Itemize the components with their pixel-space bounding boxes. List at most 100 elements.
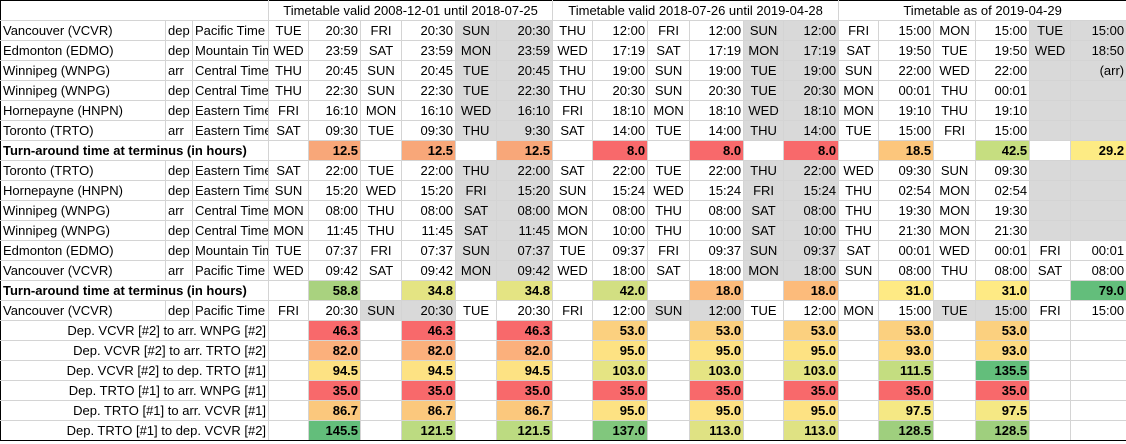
metric-label: Dep. TRTO [#1] to arr. WNPG [#1] [0, 380, 270, 401]
time-cell: 20:30 [496, 300, 554, 321]
time-cell: 07:37 [401, 240, 457, 261]
weekday-cell: SUN [647, 60, 691, 81]
weekday-cell: WED [743, 100, 785, 121]
hours-value: 121.5 [401, 420, 457, 441]
hours-value: 82.0 [401, 340, 457, 361]
time-cell: 09:30 [308, 120, 362, 141]
time-cell: 15:24 [592, 180, 649, 201]
period-header: Timetable valid 2018-07-26 until 2019-04… [552, 0, 840, 21]
blank-cell [455, 280, 498, 301]
blank-cell [552, 140, 594, 161]
weekday-cell: THU [838, 220, 880, 241]
time-cell: 22:30 [308, 80, 362, 101]
blank-cell [838, 280, 880, 301]
weekday-cell: SAT [268, 160, 310, 181]
time-cell: 20:30 [689, 80, 745, 101]
hours-value: 82.0 [308, 340, 362, 361]
blank-cell [1029, 140, 1072, 161]
weekday-cell: MON [933, 200, 977, 221]
hours-value: 8.0 [689, 140, 745, 161]
time-cell: 19:50 [878, 40, 935, 61]
weekday-cell: SUN [743, 20, 785, 41]
weekday-cell: MON [552, 200, 594, 221]
time-cell: 09:37 [592, 240, 649, 261]
hours-value: 12.5 [308, 140, 362, 161]
station-name: Vancouver (VCVR) [0, 260, 166, 281]
dep-arr: dep [165, 300, 193, 321]
blank-cell [1029, 380, 1072, 401]
blank-cell [933, 280, 977, 301]
weekday-cell: TUE [360, 160, 403, 181]
blank-cell [647, 280, 691, 301]
hours-value [1070, 400, 1126, 421]
turnaround-row: Turn-around time at terminus (in hours) 1… [0, 140, 1126, 161]
metric-label: Dep. VCVR [#2] to arr. TRTO [#2] [0, 340, 270, 361]
weekday-cell: THU [933, 260, 977, 281]
weekday-cell: SUN [455, 240, 498, 261]
station-name: Winnipeg (WNPG) [0, 220, 166, 241]
weekday-cell: SAT [455, 200, 498, 221]
blank-cell [455, 340, 498, 361]
weekday-cell: SAT [743, 220, 785, 241]
time-cell: 15:00 [975, 120, 1031, 141]
time-cell: 15:20 [308, 180, 362, 201]
blank-cell [552, 420, 594, 441]
time-cell: 12:00 [783, 300, 840, 321]
blank-cell [647, 420, 691, 441]
dep-arr: dep [165, 160, 193, 181]
hours-value: 113.0 [783, 420, 840, 441]
weekday-cell: FRI [455, 180, 498, 201]
blank-cell [360, 420, 403, 441]
weekday-cell: WED [1029, 40, 1072, 61]
header-row: Timetable valid 2008-12-01 until 2018-07… [0, 0, 1126, 21]
hours-value: 53.0 [689, 320, 745, 341]
weekday-cell: TUE [455, 80, 498, 101]
time-cell: 18:10 [783, 100, 840, 121]
time-cell: 16:10 [496, 100, 554, 121]
hours-value: 111.5 [878, 360, 935, 381]
weekday-cell: FRI [552, 300, 594, 321]
blank-cell [1029, 280, 1072, 301]
weekday-cell: THU [838, 200, 880, 221]
time-cell: 19:50 [975, 40, 1031, 61]
weekday-cell: MON [933, 20, 977, 41]
time-cell [1070, 220, 1126, 241]
hours-value: 86.7 [308, 400, 362, 421]
weekday-cell: MON [268, 220, 310, 241]
time-cell: 02:54 [975, 180, 1031, 201]
hours-value: 103.0 [783, 360, 840, 381]
weekday-cell: SAT [647, 40, 691, 61]
time-zone: Pacific Time [191, 300, 270, 321]
hours-value: 18.5 [878, 140, 935, 161]
hours-value: 94.5 [496, 360, 554, 381]
weekday-cell: FRI [743, 180, 785, 201]
hours-value: 42.5 [975, 140, 1031, 161]
time-cell: 15:20 [496, 180, 554, 201]
station-name: Edmonton (EDMO) [0, 40, 166, 61]
time-cell: 09:30 [878, 160, 935, 181]
blank-cell [933, 400, 977, 421]
period-header: Timetable valid 2008-12-01 until 2018-07… [268, 0, 554, 21]
hours-value: 35.0 [783, 380, 840, 401]
timetable-row: Toronto (TRTO) arr Eastern Time SAT 09:30 TUE… [0, 120, 1126, 141]
weekday-cell: SUN [933, 160, 977, 181]
metric-row: Dep. VCVR [#2] to arr. WNPG [#2] 46.3 46.3… [0, 320, 1126, 341]
time-cell: 00:01 [878, 80, 935, 101]
weekday-cell: FRI [647, 20, 691, 41]
weekday-cell: WED [933, 240, 977, 261]
hours-value: 35.0 [975, 380, 1031, 401]
metric-row: Dep. TRTO [#1] to dep. VCVR [#2] 145.5 121… [0, 420, 1126, 441]
metric-row: Dep. TRTO [#1] to arr. WNPG [#1] 35.0 35.0… [0, 380, 1126, 401]
time-cell: 19:00 [783, 60, 840, 81]
hours-value: 58.8 [308, 280, 362, 301]
weekday-cell: WED [552, 40, 594, 61]
dep-arr: arr [165, 260, 193, 281]
turnaround-row: Turn-around time at terminus (in hours) 5… [0, 280, 1126, 301]
dep-arr: dep [165, 180, 193, 201]
weekday-cell: THU [647, 200, 691, 221]
blank-cell [268, 340, 310, 361]
time-cell: 21:30 [975, 220, 1031, 241]
hours-value: 128.5 [878, 420, 935, 441]
time-cell: 20:30 [496, 20, 554, 41]
turnaround-label: Turn-around time at terminus (in hours) [0, 280, 270, 301]
